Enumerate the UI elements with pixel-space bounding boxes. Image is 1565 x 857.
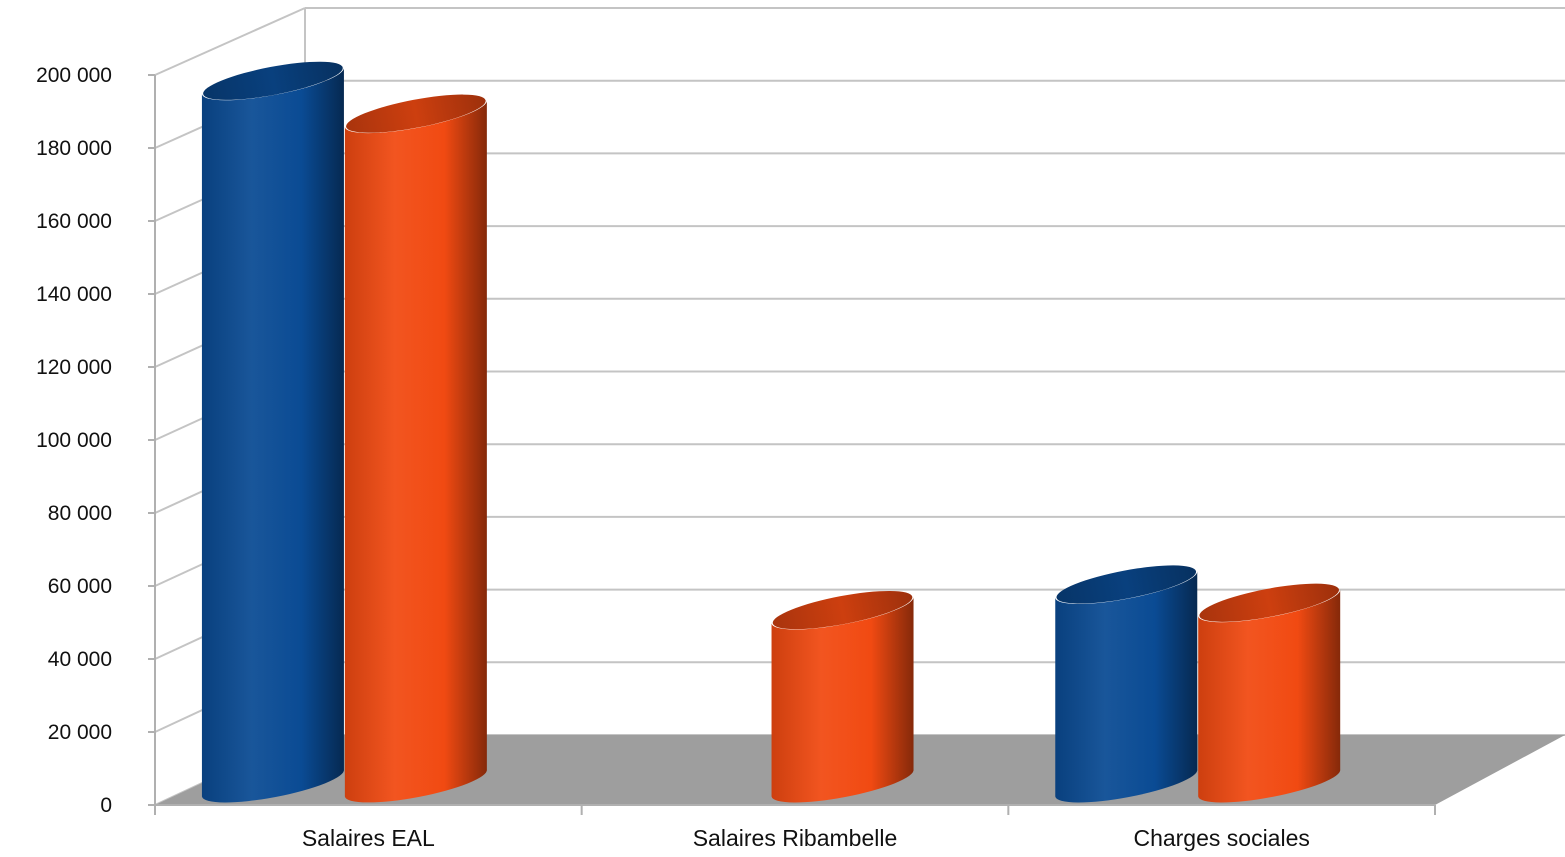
bar-body: [201, 67, 344, 803]
y-tick-label: 60 000: [48, 575, 112, 598]
y-tick-label: 140 000: [36, 283, 112, 306]
y-tick-label: 80 000: [48, 502, 112, 525]
bar-body: [344, 100, 487, 803]
bar: [1055, 565, 1198, 803]
bar-body: [1055, 571, 1198, 803]
x-category-label: Charges sociales: [1133, 825, 1309, 851]
bars: [201, 61, 1341, 803]
x-category-label: Salaires Ribambelle: [693, 825, 898, 851]
bar-body: [771, 596, 914, 803]
bar-top: [1199, 583, 1340, 622]
bar: [1198, 583, 1341, 803]
y-tick-label: 120 000: [36, 356, 112, 379]
x-category-labels: Salaires EAL Salaires Ribambelle Charges s…: [302, 825, 1310, 851]
bar-top: [1056, 565, 1197, 604]
y-tick-labels: 0 20 000 40 000 60 000 80 000 100 000 120 000 1…: [36, 64, 112, 817]
bar-top: [772, 590, 913, 630]
bar: [201, 61, 344, 803]
bar-top: [203, 61, 343, 100]
bar: [771, 590, 914, 803]
axes: [148, 74, 1436, 815]
y-tick-label: 20 000: [48, 721, 112, 744]
bar-top: [346, 94, 486, 133]
side-gridline: [154, 7, 306, 76]
y-tick-label: 0: [100, 794, 112, 817]
y-tick-label: 160 000: [36, 210, 112, 233]
x-category-label: Salaires EAL: [302, 825, 435, 851]
bar-body: [1198, 589, 1341, 803]
y-tick-label: 40 000: [48, 648, 112, 671]
y-tick-label: 180 000: [36, 137, 112, 160]
y-tick-label: 100 000: [36, 429, 112, 452]
y-tick-label: 200 000: [36, 64, 112, 87]
bar: [344, 94, 487, 803]
